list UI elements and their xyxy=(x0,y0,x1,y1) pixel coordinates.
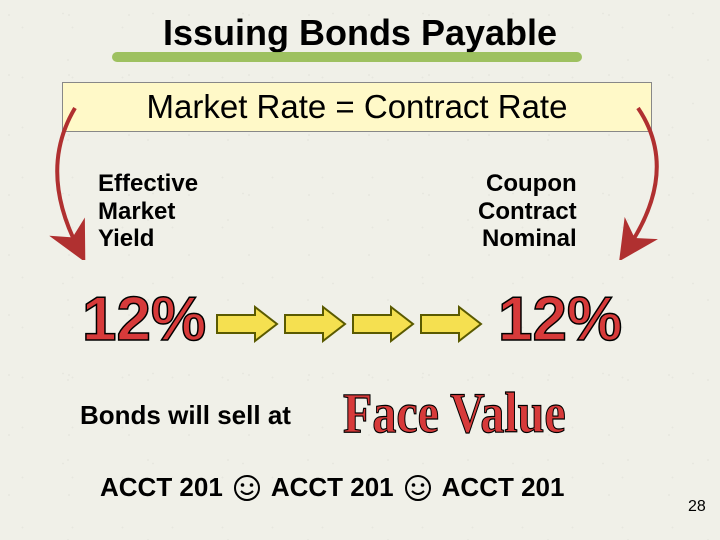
block-arrow-icon xyxy=(351,305,415,343)
sell-text: Bonds will sell at xyxy=(80,400,291,431)
left-label-block: Effective Market Yield xyxy=(98,170,198,253)
footer-text-1: ACCT 201 xyxy=(100,472,223,503)
left-label-line3: Yield xyxy=(98,225,198,253)
footer-text-2: ACCT 201 xyxy=(271,472,394,503)
curve-arrow-right xyxy=(598,100,688,260)
smiley-icon xyxy=(404,474,432,502)
percent-left: 12% xyxy=(82,284,206,355)
left-label-line1: Effective xyxy=(98,170,198,198)
title-underline xyxy=(112,52,582,62)
percent-right: 12% xyxy=(498,284,622,355)
equation-text: Market Rate = Contract Rate xyxy=(147,88,568,125)
right-label-line1: Coupon xyxy=(478,170,577,198)
right-label-line2: Contract xyxy=(478,198,577,226)
footer-row: ACCT 201 ACCT 201 ACCT 201 xyxy=(100,472,564,503)
equation-box: Market Rate = Contract Rate xyxy=(62,82,652,132)
page-number: 28 xyxy=(688,498,706,516)
block-arrow-icon xyxy=(283,305,347,343)
page-title: Issuing Bonds Payable xyxy=(163,12,557,54)
right-label-block: Coupon Contract Nominal xyxy=(478,170,577,253)
arrows-row xyxy=(215,305,483,343)
block-arrow-icon xyxy=(215,305,279,343)
left-label-line2: Market xyxy=(98,198,198,226)
block-arrow-icon xyxy=(419,305,483,343)
face-value-text: Face Value xyxy=(343,381,566,447)
right-label-line3: Nominal xyxy=(478,225,577,253)
smiley-icon xyxy=(233,474,261,502)
footer-text-3: ACCT 201 xyxy=(442,472,565,503)
